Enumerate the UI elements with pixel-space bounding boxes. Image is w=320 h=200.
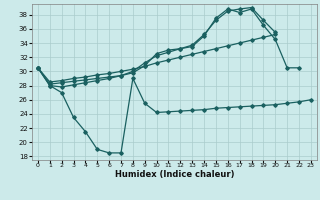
X-axis label: Humidex (Indice chaleur): Humidex (Indice chaleur) [115, 170, 234, 179]
